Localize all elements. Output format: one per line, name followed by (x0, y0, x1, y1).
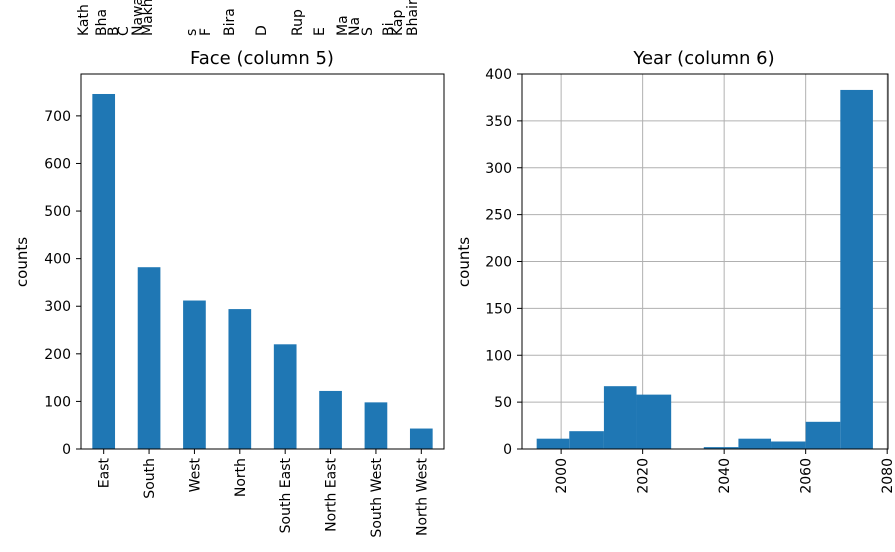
face-ytick-label: 700 (44, 109, 71, 125)
face-bar (137, 267, 161, 449)
year-xtick-label: 2080 (880, 458, 895, 494)
top-cut-label: D (254, 25, 270, 36)
face-ytick-label: 100 (44, 394, 71, 410)
top-cut-label: Rup (290, 9, 306, 36)
face-bar (183, 300, 206, 449)
face-xtick-label: South West (369, 457, 385, 537)
face-xtick-label: South (142, 458, 158, 499)
top-cut-label: Na (347, 17, 363, 36)
face-xtick-label: North (233, 458, 249, 497)
face-xtick-label: North West (414, 457, 430, 536)
top-cut-label: S (360, 27, 376, 36)
face-bar (273, 344, 297, 449)
year-ytick-label: 100 (485, 348, 512, 364)
top-cut-label: F (198, 28, 214, 36)
top-cut-label: Bi (381, 23, 397, 37)
year-ytick-label: 400 (485, 67, 512, 83)
face-xtick-label: South East (278, 458, 294, 534)
face-chart-frame (80, 73, 445, 450)
year-hist-bar (569, 431, 604, 449)
face-chart-title: Face (column 5) (190, 48, 334, 69)
face-xtick-label: North East (324, 458, 340, 532)
face-ytick-label: 600 (44, 156, 71, 172)
year-xtick-label: 2000 (554, 458, 570, 494)
year-hist-bar (536, 438, 570, 449)
year-xtick-label: 2040 (717, 458, 733, 494)
year-ytick-label: 150 (485, 301, 512, 317)
top-cut-label: Ma (335, 15, 351, 36)
year-hist-bar (805, 421, 841, 449)
year-hist-bar (703, 447, 739, 449)
face-xtick-label: West (187, 457, 203, 492)
top-cut-label: Kap (390, 9, 406, 36)
face-ytick-label: 400 (44, 252, 71, 268)
year-hist-bar (603, 386, 637, 449)
year-ytick-label: 50 (494, 395, 512, 411)
face-bar (364, 402, 388, 449)
top-cut-label: Kath (76, 4, 92, 36)
year-ytick-label: 250 (485, 208, 512, 224)
face-bar (409, 428, 433, 449)
face-ytick-label: 0 (62, 442, 71, 458)
top-cut-label: Bha (94, 9, 110, 36)
face-ytick-label: 200 (44, 347, 71, 363)
top-cut-label: C (116, 26, 132, 36)
face-bar (228, 309, 252, 449)
year-chart-title: Year (column 6) (632, 48, 774, 69)
face-chart: Face (column 5) counts East South West Nort… (13, 48, 445, 538)
face-chart-ylabel: counts (13, 237, 31, 287)
year-hist-bar (636, 394, 672, 449)
top-cut-label: Bhair (405, 0, 421, 36)
year-chart-ylabel: counts (455, 237, 473, 287)
year-chart: Year (column 6) counts 2000 2020 2040 2060 2… (455, 48, 895, 494)
year-ytick-label: 200 (485, 255, 512, 271)
top-cut-label: Bira (222, 8, 238, 36)
year-hist-bar (771, 441, 806, 449)
top-cut-label: Makh (140, 0, 156, 36)
year-hist-bar (840, 89, 873, 449)
year-ytick-label: 300 (485, 161, 512, 177)
year-hist-bar (738, 438, 772, 449)
face-bar (319, 390, 342, 449)
top-cut-label: B (106, 26, 122, 36)
year-chart-frame (521, 73, 889, 450)
year-ytick-label: 350 (485, 114, 512, 130)
top-cut-label: s (184, 29, 200, 36)
face-xtick-label: East (97, 458, 113, 489)
year-xtick-label: 2020 (636, 458, 652, 494)
top-cut-label: Nawa (130, 0, 146, 36)
year-xtick-label: 2060 (799, 458, 815, 494)
year-ytick-label: 0 (503, 442, 512, 458)
top-cut-label: E (312, 27, 328, 36)
face-ytick-label: 500 (44, 204, 71, 220)
face-ytick-label: 300 (44, 299, 71, 315)
face-bar (92, 93, 116, 450)
